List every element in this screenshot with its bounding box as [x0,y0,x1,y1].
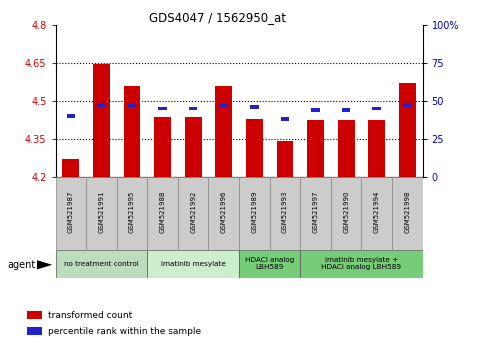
Bar [239,177,270,250]
Bar [215,86,232,177]
Text: no treatment control: no treatment control [64,261,139,267]
Text: GSM521998: GSM521998 [404,190,411,233]
Text: GSM521993: GSM521993 [282,190,288,233]
Text: imatinib mesylate: imatinib mesylate [161,261,226,267]
Bar [281,118,289,121]
Text: imatinib mesylate +
HDACi analog LBH589: imatinib mesylate + HDACi analog LBH589 [322,257,401,270]
Bar [154,118,171,177]
Bar [342,108,351,112]
Text: GSM521989: GSM521989 [251,190,257,233]
Bar [399,83,416,177]
Bar [93,64,110,177]
Bar [209,177,239,250]
Bar [219,104,228,107]
Text: GSM521990: GSM521990 [343,190,349,233]
Text: GDS4047 / 1562950_at: GDS4047 / 1562950_at [149,11,286,24]
Bar [277,142,293,177]
Bar [403,104,412,107]
Bar [185,118,201,177]
Polygon shape [37,260,52,269]
Text: GSM521988: GSM521988 [159,190,166,233]
Bar [392,177,423,250]
Text: GSM521994: GSM521994 [374,191,380,233]
Bar [147,177,178,250]
Bar [307,120,324,177]
Bar [331,177,361,250]
Bar [124,86,141,177]
Bar [311,108,320,112]
Bar [246,119,263,177]
Bar [97,104,106,107]
Text: GSM521987: GSM521987 [68,190,74,233]
Bar [270,177,300,250]
Bar [338,120,355,177]
Bar [56,177,86,250]
Bar [62,159,79,177]
Bar [128,104,136,107]
Text: GSM521995: GSM521995 [129,191,135,233]
Bar [300,250,423,278]
Bar [369,120,385,177]
Bar [300,177,331,250]
Text: HDACi analog
LBH589: HDACi analog LBH589 [245,257,294,270]
Text: GSM521992: GSM521992 [190,191,196,233]
Bar [372,107,381,110]
Text: GSM521991: GSM521991 [99,190,104,233]
Text: percentile rank within the sample: percentile rank within the sample [48,327,201,336]
Bar [189,107,198,110]
Bar [158,107,167,110]
Text: GSM521996: GSM521996 [221,190,227,233]
Bar [178,177,209,250]
Bar [117,177,147,250]
Bar [86,177,117,250]
Text: transformed count: transformed count [48,311,132,320]
Bar [67,114,75,118]
Bar [147,250,239,278]
Bar [27,311,42,319]
Bar [361,177,392,250]
Bar [56,250,147,278]
Bar [250,105,259,109]
Text: GSM521997: GSM521997 [313,190,319,233]
Bar [239,250,300,278]
Text: agent: agent [7,260,35,270]
Bar [27,327,42,336]
